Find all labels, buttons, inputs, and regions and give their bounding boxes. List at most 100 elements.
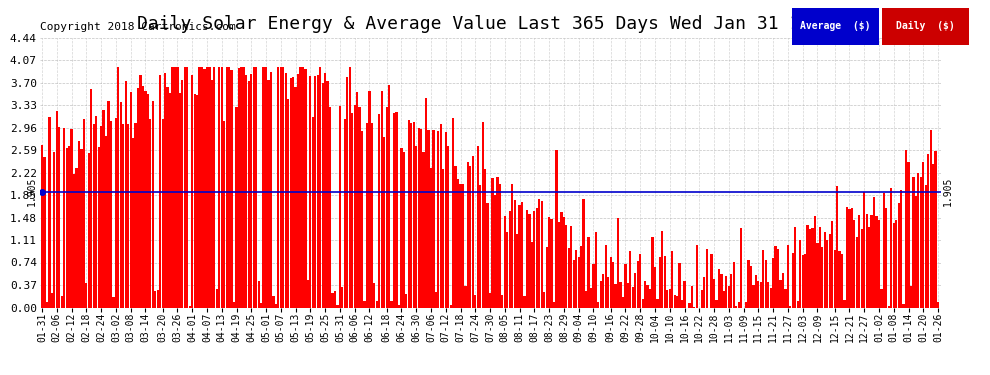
Bar xyxy=(226,66,228,308)
Bar xyxy=(797,301,799,307)
Bar xyxy=(860,229,863,308)
Bar xyxy=(164,73,166,308)
Bar xyxy=(937,302,940,307)
Bar xyxy=(915,196,917,308)
Bar xyxy=(462,184,464,308)
Bar xyxy=(706,249,708,308)
Bar xyxy=(875,216,877,308)
Bar xyxy=(841,254,843,308)
Bar xyxy=(289,78,292,308)
Bar xyxy=(831,221,834,308)
Bar xyxy=(95,116,97,308)
Bar xyxy=(337,304,339,307)
Bar xyxy=(201,66,203,308)
Bar xyxy=(447,146,449,308)
Bar xyxy=(75,168,77,308)
Bar xyxy=(334,291,336,308)
Bar xyxy=(415,146,418,308)
Bar xyxy=(622,297,624,307)
Bar xyxy=(140,75,142,308)
Bar xyxy=(824,232,826,308)
Bar xyxy=(925,185,927,308)
Bar xyxy=(565,225,567,308)
Bar xyxy=(252,66,254,308)
Bar xyxy=(314,76,317,308)
Bar xyxy=(454,166,456,308)
Bar xyxy=(147,94,149,308)
Bar xyxy=(371,123,373,308)
Bar xyxy=(112,297,115,307)
Bar xyxy=(319,66,322,308)
Bar xyxy=(418,128,420,308)
Bar xyxy=(716,300,718,307)
Bar xyxy=(127,124,130,308)
Bar xyxy=(651,237,653,308)
Bar xyxy=(605,245,607,308)
Bar xyxy=(122,124,125,308)
Bar xyxy=(60,296,62,307)
Bar xyxy=(858,214,860,308)
Bar xyxy=(398,306,400,308)
Bar xyxy=(794,227,796,308)
Bar xyxy=(481,122,484,308)
Bar xyxy=(467,162,469,308)
Bar xyxy=(53,152,55,308)
Bar xyxy=(817,243,819,308)
Bar xyxy=(529,214,531,308)
Bar xyxy=(521,202,523,308)
Bar xyxy=(120,102,122,308)
Bar xyxy=(423,152,425,308)
Bar xyxy=(585,291,587,308)
Bar xyxy=(620,282,622,308)
Bar xyxy=(728,286,730,308)
Bar xyxy=(388,85,390,308)
Bar xyxy=(625,264,627,308)
Bar xyxy=(617,219,619,308)
Bar xyxy=(132,138,135,308)
Bar xyxy=(63,128,65,308)
Bar xyxy=(70,129,72,308)
Bar xyxy=(610,257,612,307)
FancyBboxPatch shape xyxy=(792,8,878,45)
Text: 1.905: 1.905 xyxy=(942,177,953,206)
Bar xyxy=(248,81,249,308)
Bar xyxy=(848,210,850,308)
Bar xyxy=(176,66,178,308)
Bar xyxy=(814,216,816,308)
Bar xyxy=(83,119,85,308)
Bar xyxy=(93,124,95,308)
Bar xyxy=(282,67,284,308)
Bar xyxy=(509,211,511,308)
Bar xyxy=(553,302,555,307)
Bar xyxy=(688,303,691,307)
Bar xyxy=(380,91,383,308)
Bar xyxy=(913,177,915,308)
Bar xyxy=(570,226,572,308)
Bar xyxy=(590,288,592,308)
Bar xyxy=(332,293,334,308)
Bar xyxy=(932,164,935,308)
Bar xyxy=(905,150,907,308)
Bar xyxy=(738,302,740,307)
Bar xyxy=(191,75,193,307)
Bar xyxy=(764,260,767,308)
Bar xyxy=(544,292,545,308)
Bar xyxy=(829,234,831,308)
Bar xyxy=(366,123,368,308)
Bar xyxy=(691,286,693,308)
Bar xyxy=(307,280,309,308)
Bar xyxy=(159,75,161,308)
Bar xyxy=(494,195,496,308)
Bar xyxy=(834,251,836,308)
Bar xyxy=(784,289,786,308)
Bar xyxy=(149,118,151,308)
Bar xyxy=(161,119,163,308)
Bar xyxy=(711,254,713,308)
Bar xyxy=(125,81,127,308)
FancyBboxPatch shape xyxy=(882,8,969,45)
Bar xyxy=(213,66,216,308)
Bar xyxy=(117,66,120,308)
Bar xyxy=(908,162,910,308)
Bar xyxy=(567,248,570,308)
Bar xyxy=(499,184,501,308)
